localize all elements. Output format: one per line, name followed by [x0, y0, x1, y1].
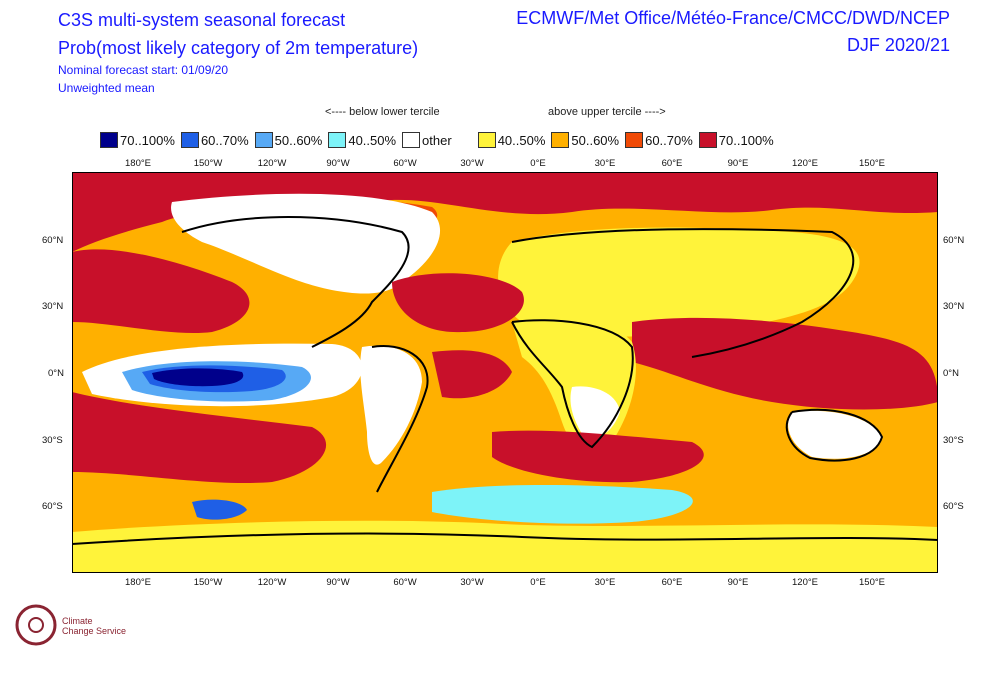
lon-label-top: 180°E [125, 158, 151, 169]
region-south-pacific-warm [72, 392, 327, 484]
legend-label: 60..70% [200, 132, 249, 148]
legend-item: 50..60% [551, 132, 619, 148]
season-title: DJF 2020/21 [846, 35, 950, 55]
legend-label: 70..100% [120, 132, 175, 148]
coast-antarctica [72, 532, 938, 545]
coast-africa [511, 319, 634, 449]
coast-eurasia [511, 228, 855, 358]
lon-label-top: 30°W [460, 158, 484, 169]
lat-label-left: 30°S [42, 435, 63, 446]
legend-label: 40..50% [348, 132, 397, 148]
lat-label-left: 60°N [42, 235, 64, 246]
lon-label-top: 0°E [530, 158, 546, 169]
region-tropical-atlantic-warm [432, 350, 512, 399]
legend-swatch [100, 132, 118, 148]
forecast-map [72, 172, 938, 573]
lon-label-bottom: 90°W [326, 577, 350, 588]
region-north-atlantic-warm [392, 273, 524, 333]
forecast-start: Nominal forecast start: 01/09/20 [58, 63, 229, 77]
lon-label-bottom: 30°W [460, 577, 484, 588]
lon-label-bottom: 150°E [859, 577, 885, 588]
legend-label: 70..100% [718, 132, 774, 148]
region-indo-pacific-warm [632, 317, 938, 410]
lat-label-right: 30°S [943, 435, 964, 446]
legend-item: 60..70% [625, 132, 693, 148]
coast-australia [785, 408, 884, 462]
lon-label-top: 30°E [594, 158, 616, 169]
coastlines [72, 216, 938, 545]
legend-swatch [477, 132, 496, 148]
legend-item: 60..70% [180, 132, 249, 148]
lon-label-bottom: 120°E [792, 577, 818, 588]
weighting-note: Unweighted mean [58, 81, 155, 95]
legend-swatch [402, 132, 421, 148]
below-tercile-label: <---- below lower tercile [325, 106, 440, 118]
legend-label: 60..70% [645, 132, 693, 148]
lon-label-top: 150°W [193, 158, 223, 169]
legend: 70..100% 60..70% 50..60% 40..50% other 4… [100, 132, 780, 148]
lat-label-right: 60°N [943, 235, 965, 246]
lon-label-bottom: 150°W [193, 577, 223, 588]
lat-label-right: 60°S [943, 501, 964, 512]
legend-item: 50..60% [254, 132, 323, 148]
region-south-atlantic-warm [492, 430, 704, 483]
region-arctic-warm [72, 172, 938, 252]
region-north-america-other [171, 193, 441, 294]
legend-item: other [402, 132, 452, 148]
lon-label-top: 150°E [859, 158, 885, 169]
region-southern-africa-other [570, 386, 620, 438]
lon-label-bottom: 120°W [257, 577, 287, 588]
lon-label-bottom: 180°E [125, 577, 151, 588]
logo-line-1: Climate [62, 616, 93, 626]
legend-swatch [551, 132, 570, 148]
lat-label-right: 30°N [943, 301, 965, 312]
logo-line-2: Change Service [62, 626, 127, 636]
lon-label-top: 90°W [326, 158, 350, 169]
lon-label-bottom: 60°E [661, 577, 683, 588]
region-la-nina-70-100 [152, 368, 244, 387]
lat-label-left: 0°N [48, 368, 64, 379]
lon-label-top: 120°W [257, 158, 287, 169]
region-southern-ocean-40-50 [432, 485, 693, 524]
lon-label-bottom: 30°E [594, 577, 616, 588]
region-australia-other [788, 410, 882, 459]
map-frame [72, 172, 938, 573]
legend-item: 40..50% [328, 132, 396, 148]
region-south-america-other [360, 345, 422, 465]
lat-label-right: 0°N [943, 368, 959, 379]
legend-swatch [328, 132, 347, 148]
lon-label-top: 60°W [393, 158, 417, 169]
title-line-1: C3S multi-system seasonal forecast [58, 10, 346, 30]
legend-item: 70..100% [698, 132, 774, 148]
lon-label-top: 120°E [792, 158, 818, 169]
legend-label: 50..60% [571, 132, 620, 148]
region-antarctic [72, 520, 938, 573]
region-south-pacific-cool [192, 499, 247, 520]
title-line-2: Prob(most likely category of 2m temperat… [58, 38, 419, 58]
centres-title: ECMWF/Met Office/Météo-France/CMCC/DWD/N… [516, 8, 950, 28]
legend-swatch [698, 132, 717, 148]
legend-label: other [422, 132, 452, 148]
region-north-pacific-warm [72, 249, 250, 334]
c3s-logo-icon [15, 604, 57, 646]
lat-label-left: 30°N [42, 301, 64, 312]
legend-label: 50..60% [274, 132, 323, 148]
lon-label-bottom: 60°W [393, 577, 417, 588]
lon-label-top: 90°E [727, 158, 749, 169]
lat-label-left: 60°S [42, 501, 63, 512]
coast-south-america [371, 345, 429, 493]
lon-label-bottom: 0°E [530, 577, 546, 588]
legend-label: 40..50% [497, 132, 546, 148]
legend-item: 70..100% [100, 132, 175, 148]
above-tercile-label: above upper tercile ----> [548, 106, 666, 118]
coast-north-america [181, 216, 410, 348]
legend-item: 40..50% [477, 132, 546, 148]
lon-label-bottom: 90°E [727, 577, 749, 588]
legend-swatch [180, 132, 199, 148]
legend-swatch [625, 132, 644, 148]
region-eurasia [498, 227, 860, 337]
legend-swatch [254, 132, 273, 148]
lon-label-top: 60°E [661, 158, 683, 169]
